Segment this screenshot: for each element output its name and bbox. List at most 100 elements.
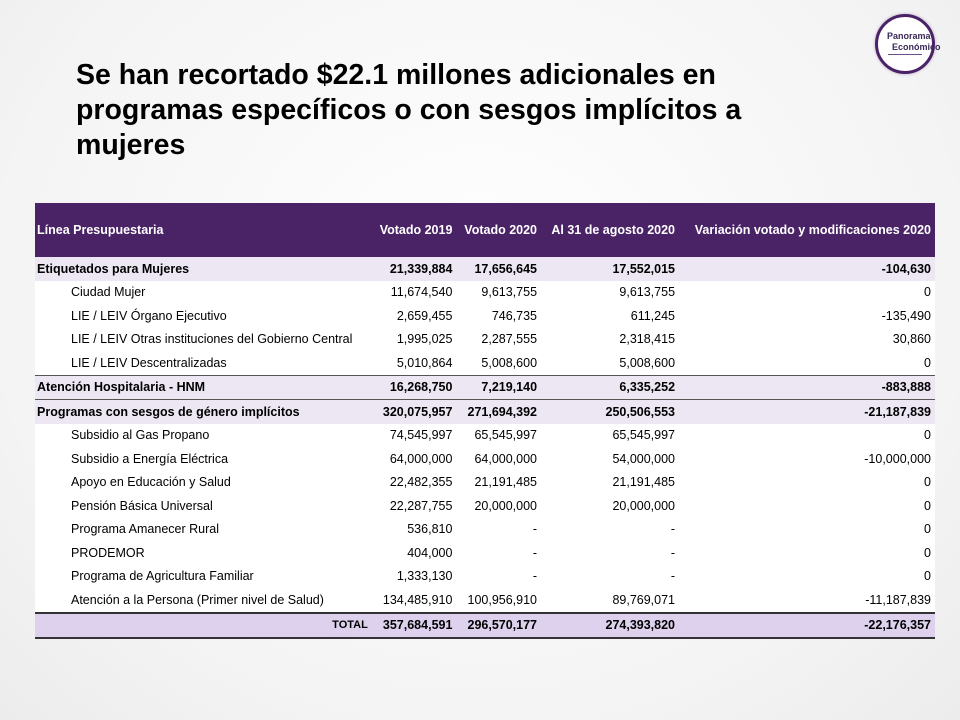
section-row: Etiquetados para Mujeres 21,339,884 17,656…	[35, 257, 935, 281]
logo-underline	[888, 54, 922, 55]
row-label: LIE / LEIV Otras instituciones del Gobie…	[35, 327, 372, 351]
cell-value: 21,339,884	[371, 257, 457, 281]
cell-value: -	[456, 541, 542, 565]
cell-value: 65,545,997	[541, 423, 680, 447]
cell-value: 20,000,000	[456, 494, 542, 518]
table-row: LIE / LEIV Órgano Ejecutivo 2,659,455 746,…	[35, 304, 935, 328]
table-row: Atención a la Persona (Primer nivel de S…	[35, 588, 935, 613]
cell-value: 2,659,455	[371, 304, 457, 328]
table-row: LIE / LEIV Descentralizadas 5,010,864 5,00…	[35, 351, 935, 375]
table-header-row: Línea Presupuestaria Votado 2019 Votado 20…	[35, 203, 935, 257]
cell-value: 9,613,755	[456, 280, 542, 304]
table-row: Apoyo en Educación y Salud 22,482,355 21,1…	[35, 470, 935, 494]
table-row: Pensión Básica Universal 22,287,755 20,000…	[35, 494, 935, 518]
cell-value: 134,485,910	[371, 588, 457, 613]
cell-value: 54,000,000	[541, 447, 680, 471]
row-label: LIE / LEIV Descentralizadas	[35, 351, 372, 375]
logo-text-line2: Económico	[892, 42, 941, 52]
cell-value: 16,268,750	[371, 374, 457, 400]
total-value: -22,176,357	[679, 611, 935, 639]
section-row: Atención Hospitalaria - HNM 16,268,750 7,2…	[35, 374, 935, 400]
cell-value: 74,545,997	[371, 423, 457, 447]
row-label: Atención a la Persona (Primer nivel de S…	[35, 588, 372, 613]
total-value: 357,684,591	[371, 611, 457, 639]
cell-value: 5,008,600	[541, 351, 680, 375]
row-label: Subsidio a Energía Eléctrica	[35, 447, 372, 471]
row-label: Programa Amanecer Rural	[35, 517, 372, 541]
cell-value: 1,333,130	[371, 564, 457, 588]
cell-value: -135,490	[679, 304, 935, 328]
cell-value: 30,860	[679, 327, 935, 351]
cell-value: 1,995,025	[371, 327, 457, 351]
cell-value: -	[541, 541, 680, 565]
table-row: Ciudad Mujer 11,674,540 9,613,755 9,613,755…	[35, 280, 935, 304]
table-row: PRODEMOR 404,000- -0	[35, 541, 935, 565]
cell-value: -	[456, 564, 542, 588]
row-label: Atención Hospitalaria - HNM	[35, 374, 372, 400]
cell-value: 0	[679, 541, 935, 565]
cell-value: -104,630	[679, 257, 935, 281]
cell-value: 746,735	[456, 304, 542, 328]
cell-value: 22,287,755	[371, 494, 457, 518]
cell-value: 320,075,957	[371, 399, 457, 424]
row-label: LIE / LEIV Órgano Ejecutivo	[35, 304, 372, 328]
cell-value: 0	[679, 564, 935, 588]
cell-value: 2,287,555	[456, 327, 542, 351]
cell-value: 5,008,600	[456, 351, 542, 375]
table-row: Programa de Agricultura Familiar 1,333,13…	[35, 564, 935, 588]
cell-value: 21,191,485	[456, 470, 542, 494]
table-row: Subsidio al Gas Propano 74,545,997 65,545,…	[35, 423, 935, 447]
budget-table: Línea Presupuestaria Votado 2019 Votado 20…	[35, 203, 935, 639]
total-value: 296,570,177	[456, 611, 542, 639]
cell-value: -883,888	[679, 374, 935, 400]
cell-value: 250,506,553	[541, 399, 680, 424]
panorama-economico-logo: Panorama Económico	[875, 14, 941, 74]
cell-value: 0	[679, 423, 935, 447]
cell-value: -21,187,839	[679, 399, 935, 424]
cell-value: 271,694,392	[456, 399, 542, 424]
cell-value: 20,000,000	[541, 494, 680, 518]
cell-value: -10,000,000	[679, 447, 935, 471]
column-header: Al 31 de agosto 2020	[541, 203, 680, 257]
row-label: Programas con sesgos de género implícito…	[35, 399, 372, 424]
table-row: Programa Amanecer Rural 536,810- -0	[35, 517, 935, 541]
table-row: Subsidio a Energía Eléctrica 64,000,000 64…	[35, 447, 935, 471]
total-row: TOTAL 357,684,591 296,570,177 274,393,820 -2…	[35, 611, 935, 639]
cell-value: 611,245	[541, 304, 680, 328]
cell-value: -	[541, 517, 680, 541]
cell-value: 0	[679, 517, 935, 541]
column-header: Votado 2020	[456, 203, 542, 257]
table-row: LIE / LEIV Otras instituciones del Gobie…	[35, 327, 935, 351]
slide-title: Se han recortado $22.1 millones adiciona…	[76, 59, 742, 161]
cell-value: 64,000,000	[456, 447, 542, 471]
cell-value: 0	[679, 470, 935, 494]
logo-text-line1: Panorama	[887, 31, 931, 41]
total-label: TOTAL	[35, 611, 372, 639]
row-label: Etiquetados para Mujeres	[35, 257, 372, 281]
cell-value: 17,656,645	[456, 257, 542, 281]
column-header: Variación votado y modificaciones 2020	[679, 203, 935, 257]
cell-value: 21,191,485	[541, 470, 680, 494]
cell-value: 404,000	[371, 541, 457, 565]
cell-value: 11,674,540	[371, 280, 457, 304]
row-label: PRODEMOR	[35, 541, 372, 565]
row-label: Programa de Agricultura Familiar	[35, 564, 372, 588]
cell-value: 9,613,755	[541, 280, 680, 304]
row-label: Apoyo en Educación y Salud	[35, 470, 372, 494]
cell-value: 89,769,071	[541, 588, 680, 613]
cell-value: 0	[679, 494, 935, 518]
row-label: Subsidio al Gas Propano	[35, 423, 372, 447]
row-label: Ciudad Mujer	[35, 280, 372, 304]
cell-value: 17,552,015	[541, 257, 680, 281]
cell-value: 6,335,252	[541, 374, 680, 400]
cell-value: -	[456, 517, 542, 541]
row-label: Pensión Básica Universal	[35, 494, 372, 518]
cell-value: 2,318,415	[541, 327, 680, 351]
cell-value: 0	[679, 351, 935, 375]
column-header: Votado 2019	[371, 203, 457, 257]
total-value: 274,393,820	[541, 611, 680, 639]
cell-value: 100,956,910	[456, 588, 542, 613]
cell-value: 65,545,997	[456, 423, 542, 447]
cell-value: 64,000,000	[371, 447, 457, 471]
column-header: Línea Presupuestaria	[35, 203, 372, 257]
